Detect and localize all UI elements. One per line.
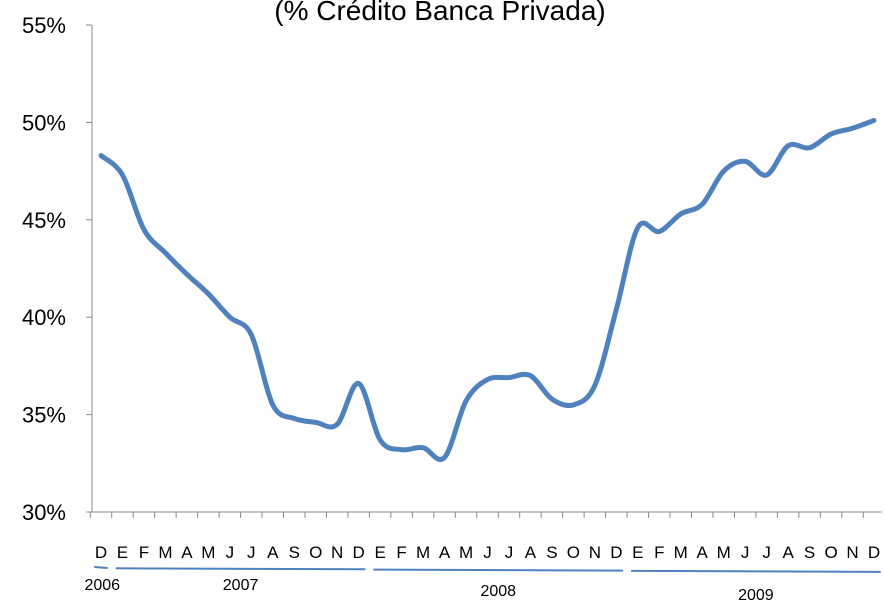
x-tick-label: F [139, 543, 149, 562]
y-tick-label: 30% [22, 500, 66, 525]
x-tick-label: S [804, 543, 815, 562]
x-tick-label: S [289, 543, 300, 562]
x-tick-label: J [483, 543, 492, 562]
x-tick-label: D [610, 543, 622, 562]
x-tick-label: E [632, 543, 643, 562]
y-tick-label: 55% [22, 13, 66, 38]
x-tick-label: J [762, 543, 771, 562]
x-tick-label: O [567, 543, 580, 562]
x-tick-label: M [674, 543, 688, 562]
x-tick-label: A [439, 543, 451, 562]
x-tick-label: D [95, 543, 107, 562]
x-tick-label: J [247, 543, 256, 562]
x-tick-label: A [525, 543, 537, 562]
x-tick-label: F [396, 543, 406, 562]
x-tick-label: J [505, 543, 514, 562]
x-tick-label: A [181, 543, 193, 562]
x-tick-label: O [309, 543, 322, 562]
x-tick-label: A [782, 543, 794, 562]
year-label: 2007 [223, 577, 259, 594]
x-tick-label: O [824, 543, 837, 562]
x-tick-label: S [546, 543, 557, 562]
year-label: 2008 [480, 583, 516, 600]
year-label: 2006 [84, 577, 120, 594]
x-tick-label: D [353, 543, 365, 562]
x-tick-label: E [374, 543, 385, 562]
y-tick-label: 40% [22, 305, 66, 330]
x-tick-label: N [589, 543, 601, 562]
year-bracket [373, 568, 624, 572]
year-bracket [115, 567, 366, 571]
x-tick-label: M [717, 543, 731, 562]
year-bracket [631, 569, 881, 573]
x-tick-label: A [697, 543, 709, 562]
x-tick-label: N [331, 543, 343, 562]
x-tick-label: M [416, 543, 430, 562]
year-label: 2009 [738, 587, 774, 604]
x-tick-label: F [654, 543, 664, 562]
x-tick-label: M [459, 543, 473, 562]
x-tick-label: E [117, 543, 128, 562]
x-tick-label: J [741, 543, 750, 562]
x-tick-label: A [267, 543, 279, 562]
year-bracket [94, 566, 108, 569]
x-tick-label: N [846, 543, 858, 562]
series-line [98, 117, 877, 462]
y-tick-label: 35% [22, 403, 66, 428]
x-tick-label: M [158, 543, 172, 562]
y-tick-label: 45% [22, 208, 66, 233]
chart-title: (% Crédito Banca Privada) [274, 0, 605, 26]
x-tick-label: J [226, 543, 235, 562]
y-tick-label: 50% [22, 110, 66, 135]
x-tick-label: D [868, 543, 880, 562]
x-tick-label: M [201, 543, 215, 562]
